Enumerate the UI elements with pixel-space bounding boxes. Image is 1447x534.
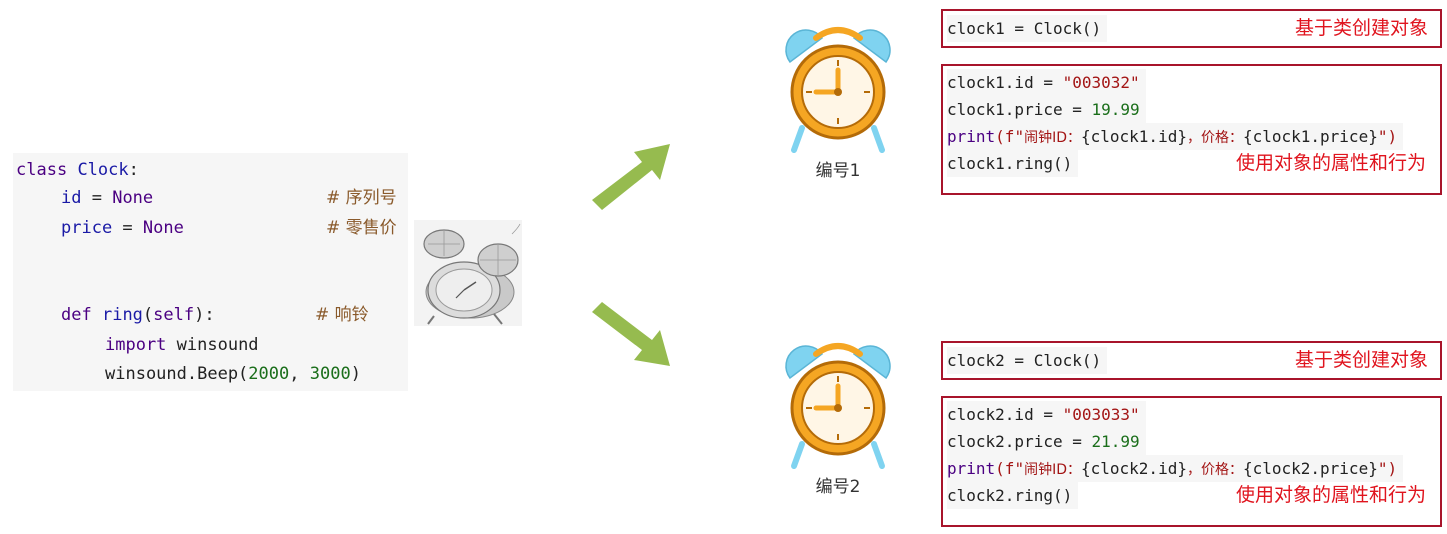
def-paren-open: (	[143, 305, 153, 325]
code-line-import: import winsound	[105, 330, 259, 360]
object2-id-line: clock2.id = "003033"	[947, 401, 1146, 428]
object2-create-note: 基于类创建对象	[1295, 347, 1428, 374]
object2-id-prefix: clock2.id =	[947, 405, 1063, 424]
code-line-price: price = None	[61, 213, 184, 243]
beep-comma: ,	[289, 364, 309, 384]
id-attribute: id	[61, 188, 81, 208]
class-code-panel: class Clock: id = None # 序列号 price = Non…	[13, 153, 408, 391]
object2-print-close: ")	[1378, 459, 1397, 478]
class-colon: :	[129, 160, 139, 180]
gray-alarm-clock-model	[414, 220, 522, 326]
object1-create-box: clock1 = Clock() 基于类创建对象	[941, 9, 1442, 48]
ring-comment: # 响铃	[315, 300, 369, 330]
import-keyword: import	[105, 335, 166, 355]
object2-print-label-id: 闹钟ID：	[1024, 462, 1081, 478]
object1-price-line: clock1.price = 19.99	[947, 96, 1146, 123]
id-none-value: None	[112, 188, 153, 208]
beep-arg-frequency: 2000	[248, 364, 289, 384]
object2-usage-box: clock2.id = "003033" clock2.price = 21.9…	[941, 396, 1442, 527]
object2-print-expr-id: {clock2.id}	[1081, 459, 1187, 478]
object1-price-value: 19.99	[1092, 100, 1140, 119]
object1-print-line: print(f"闹钟ID：{clock1.id}，价格：{clock1.pric…	[947, 123, 1403, 150]
object1-print-close: ")	[1378, 127, 1397, 146]
price-equals: =	[112, 218, 143, 238]
object2-print-fn: print	[947, 459, 995, 478]
clock-caption-1: 编号1	[782, 156, 894, 181]
object1-id-value: "003032"	[1063, 73, 1140, 92]
beep-arg-duration: 3000	[310, 364, 351, 384]
clock-caption-2: 编号2	[782, 472, 894, 497]
object1-usage-box: clock1.id = "003032" clock1.price = 19.9…	[941, 64, 1442, 195]
object1-print-label-price: ，价格：	[1187, 130, 1243, 146]
object2-print-open: (f"	[995, 459, 1024, 478]
object1-print-open: (f"	[995, 127, 1024, 146]
price-attribute: price	[61, 218, 112, 238]
code-line-beep: winsound.Beep(2000, 3000)	[105, 359, 361, 389]
id-equals: =	[81, 188, 112, 208]
object1-id-line: clock1.id = "003032"	[947, 69, 1146, 96]
code-line-class: class Clock:	[16, 155, 139, 185]
object2-price-line: clock2.price = 21.99	[947, 428, 1146, 455]
code-line-def: def ring(self):	[61, 300, 215, 330]
object2-create-box: clock2 = Clock() 基于类创建对象	[941, 341, 1442, 380]
object1-print-fn: print	[947, 127, 995, 146]
object1-price-prefix: clock1.price =	[947, 100, 1092, 119]
method-name: ring	[102, 305, 143, 325]
object1-print-label-id: 闹钟ID：	[1024, 130, 1081, 146]
object1-print-expr-id: {clock1.id}	[1081, 127, 1187, 146]
green-arrow-icon-down	[588, 296, 674, 372]
object1-print-expr-price: {clock1.price}	[1243, 127, 1378, 146]
object1-create-note: 基于类创建对象	[1295, 15, 1428, 42]
id-comment: # 序列号	[326, 183, 397, 213]
import-module: winsound	[166, 335, 258, 355]
class-name: Clock	[77, 160, 128, 180]
object2-create-code: clock2 = Clock()	[947, 347, 1107, 374]
object2-print-label-price: ，价格：	[1187, 462, 1243, 478]
price-none-value: None	[143, 218, 184, 238]
object1-ring-line: clock1.ring()	[947, 150, 1078, 177]
alarm-clock-icon	[782, 24, 894, 154]
object2-print-expr-price: {clock2.price}	[1243, 459, 1378, 478]
def-paren-close: ):	[194, 305, 214, 325]
beep-close: )	[351, 364, 361, 384]
object2-print-line: print(f"闹钟ID：{clock2.id}，价格：{clock2.pric…	[947, 455, 1403, 482]
object2-use-note: 使用对象的属性和行为	[1236, 482, 1426, 509]
price-comment: # 零售价	[326, 213, 397, 243]
def-keyword: def	[61, 305, 92, 325]
self-keyword: self	[153, 305, 194, 325]
object2-ring-line: clock2.ring()	[947, 482, 1078, 509]
beep-call: winsound.Beep(	[105, 364, 248, 384]
object2-price-prefix: clock2.price =	[947, 432, 1092, 451]
object2-id-value: "003033"	[1063, 405, 1140, 424]
alarm-clock-icon	[782, 340, 894, 470]
object1-use-note: 使用对象的属性和行为	[1236, 150, 1426, 177]
object2-price-value: 21.99	[1092, 432, 1140, 451]
object1-create-code: clock1 = Clock()	[947, 15, 1107, 42]
class-keyword: class	[16, 160, 67, 180]
green-arrow-icon-up	[588, 140, 674, 216]
object1-id-prefix: clock1.id =	[947, 73, 1063, 92]
code-line-id: id = None	[61, 183, 153, 213]
